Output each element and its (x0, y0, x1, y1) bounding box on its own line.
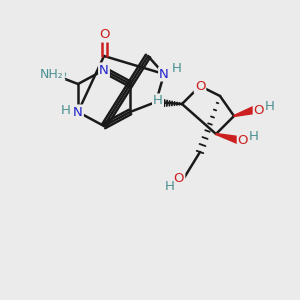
Text: O: O (195, 80, 205, 92)
Text: H: H (249, 130, 259, 142)
Text: NH: NH (39, 67, 59, 80)
Text: N: N (159, 68, 169, 80)
Text: H: H (153, 94, 163, 107)
Text: N: N (99, 64, 109, 76)
Text: O: O (254, 104, 264, 118)
Polygon shape (216, 134, 239, 143)
Text: N: N (73, 106, 83, 118)
Text: H: H (61, 104, 71, 118)
Text: 2: 2 (60, 72, 66, 82)
Polygon shape (234, 106, 255, 116)
Text: H: H (265, 100, 275, 112)
Text: O: O (238, 134, 248, 148)
Text: NH₂: NH₂ (40, 68, 64, 80)
Text: O: O (174, 172, 184, 185)
Text: H: H (165, 181, 175, 194)
Text: H: H (172, 61, 182, 74)
Text: O: O (99, 28, 109, 41)
